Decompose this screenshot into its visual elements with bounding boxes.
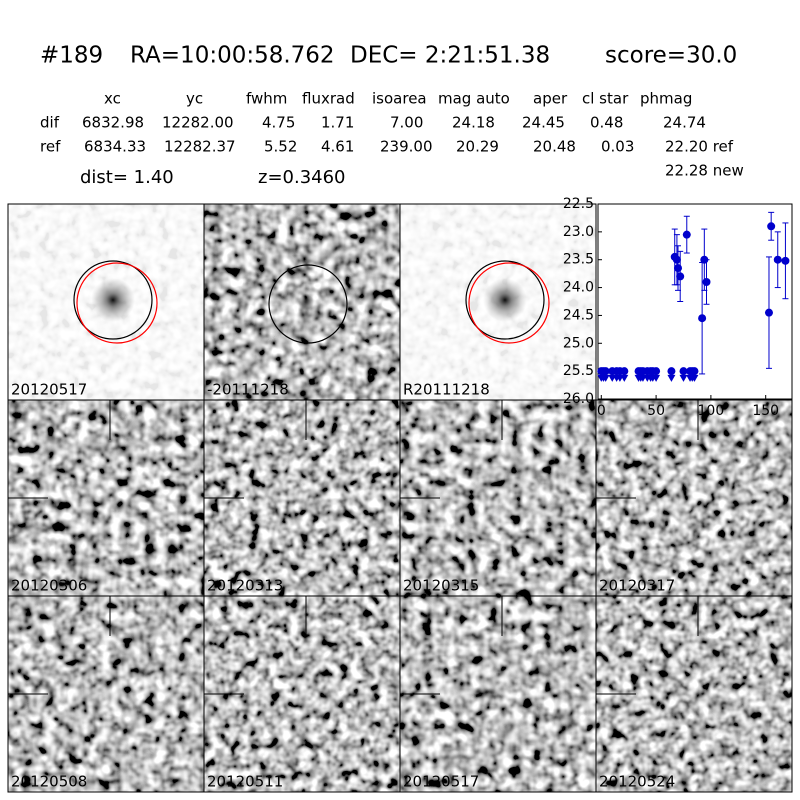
- score: score=30.0: [605, 43, 737, 69]
- table-cell: 12282.00: [162, 114, 234, 132]
- redshift: z=0.3460: [258, 167, 346, 188]
- panel-label: 20120517: [11, 381, 87, 399]
- column-header: cl star: [582, 90, 629, 108]
- column-header: phmag: [640, 90, 692, 108]
- x-tick-label: 0: [597, 403, 606, 419]
- ra: RA=10:00:58.762: [130, 43, 335, 69]
- y-tick-label: 25.0: [563, 335, 594, 351]
- plot-area: [597, 203, 793, 400]
- panel-label: 20120524: [599, 773, 675, 791]
- table: xc yc fwhm fluxrad isoarea mag auto aper cl sta…: [40, 90, 734, 156]
- point: [676, 272, 685, 281]
- table-cell: 24.74: [663, 114, 706, 132]
- y-tick-label: 26.0: [563, 391, 594, 407]
- point: [767, 222, 776, 231]
- point: [620, 367, 629, 376]
- row-label: ref: [40, 138, 61, 156]
- table-cell: 24.45: [522, 114, 565, 132]
- dec: DEC= 2:21:51.38: [350, 43, 550, 69]
- source: [483, 278, 527, 322]
- table-cell: 22.20 ref: [665, 138, 734, 156]
- aperture-ref: [468, 262, 550, 344]
- point: [781, 256, 790, 265]
- upper-limit: [652, 374, 661, 382]
- aperture: [465, 260, 545, 340]
- table-cell: 4.75: [262, 114, 295, 132]
- panel-label: 20120517: [403, 773, 479, 791]
- table-cell: 0.48: [590, 114, 623, 132]
- table-cell: 6834.33: [84, 138, 146, 156]
- table-cell: 24.18: [452, 114, 495, 132]
- table-cell: 239.00: [380, 138, 433, 156]
- y-tick-label: 24.0: [563, 280, 594, 296]
- table-cell: 6832.98: [82, 114, 144, 132]
- point: [672, 255, 681, 264]
- table-cell: 4.61: [321, 138, 354, 156]
- column-header: aper: [533, 90, 568, 108]
- point: [773, 255, 782, 264]
- aperture: [73, 260, 153, 340]
- panel-label: 20120313: [207, 577, 283, 595]
- point: [674, 264, 683, 273]
- dist: dist= 1.40: [80, 167, 174, 188]
- table-cell: 12282.37: [164, 138, 236, 156]
- source: [298, 294, 314, 310]
- header: #189 RA=10:00:58.762 DEC= 2:21:51.38 sco…: [40, 43, 744, 189]
- column-header: isoarea: [372, 90, 427, 108]
- y-tick-label: 22.5: [563, 196, 594, 212]
- point: [764, 308, 773, 317]
- upper-limit: [620, 374, 629, 382]
- table-cell: 7.00: [390, 114, 423, 132]
- column-header: fluxrad: [302, 90, 355, 108]
- x-tick-label: 150: [752, 403, 779, 419]
- table-cell: 1.71: [321, 114, 354, 132]
- panel-label: 20120315: [403, 577, 479, 595]
- point: [601, 367, 610, 376]
- point: [679, 367, 688, 376]
- column-header: xc: [104, 90, 121, 108]
- light-curve: 22.5 23.0 23.5 24.0 24.5 25.0 25.5 26.00 50 100 15…: [563, 196, 793, 419]
- upper-limit: [679, 374, 688, 382]
- aperture: [268, 264, 348, 344]
- row-label: dif: [40, 114, 60, 132]
- panel-label: R20111218: [403, 381, 490, 399]
- aperture-ref: [76, 262, 158, 344]
- upper-limit: [601, 374, 610, 382]
- point: [690, 367, 699, 376]
- point: [667, 367, 676, 376]
- x-tick-label: 100: [698, 403, 725, 419]
- panel-label: 20120508: [11, 773, 87, 791]
- upper-limit: [690, 374, 699, 382]
- panel-label: 20120317: [599, 577, 675, 595]
- column-header: yc: [186, 90, 203, 108]
- table-cell: 20.29: [456, 138, 499, 156]
- point: [698, 314, 707, 323]
- phmag-new: 22.28 new: [665, 162, 744, 180]
- y-tick-label: 24.5: [563, 307, 594, 323]
- table-cell: 5.52: [264, 138, 297, 156]
- image-panels: 20120517 -20111218 R20111218 20120306 201203…: [7, 203, 793, 793]
- table-cell: 20.48: [533, 138, 576, 156]
- upper-limit: [667, 374, 676, 382]
- panel-label: -20111218: [207, 381, 289, 399]
- point: [652, 367, 661, 376]
- x-tick-label: 50: [647, 403, 665, 419]
- source: [91, 278, 135, 322]
- column-header: mag auto: [438, 90, 510, 108]
- y-tick-label: 23.0: [563, 224, 594, 240]
- candidate-id: #189: [40, 43, 103, 69]
- frame: [595, 595, 793, 793]
- column-header: fwhm: [246, 90, 287, 108]
- point: [702, 278, 711, 286]
- point: [682, 230, 691, 239]
- table-cell: 0.03: [601, 138, 634, 156]
- y-tick-label: 23.5: [563, 252, 594, 268]
- panel-label: 20120306: [11, 577, 87, 595]
- y-tick-label: 25.5: [563, 363, 594, 379]
- panel-label: 20120511: [207, 773, 283, 791]
